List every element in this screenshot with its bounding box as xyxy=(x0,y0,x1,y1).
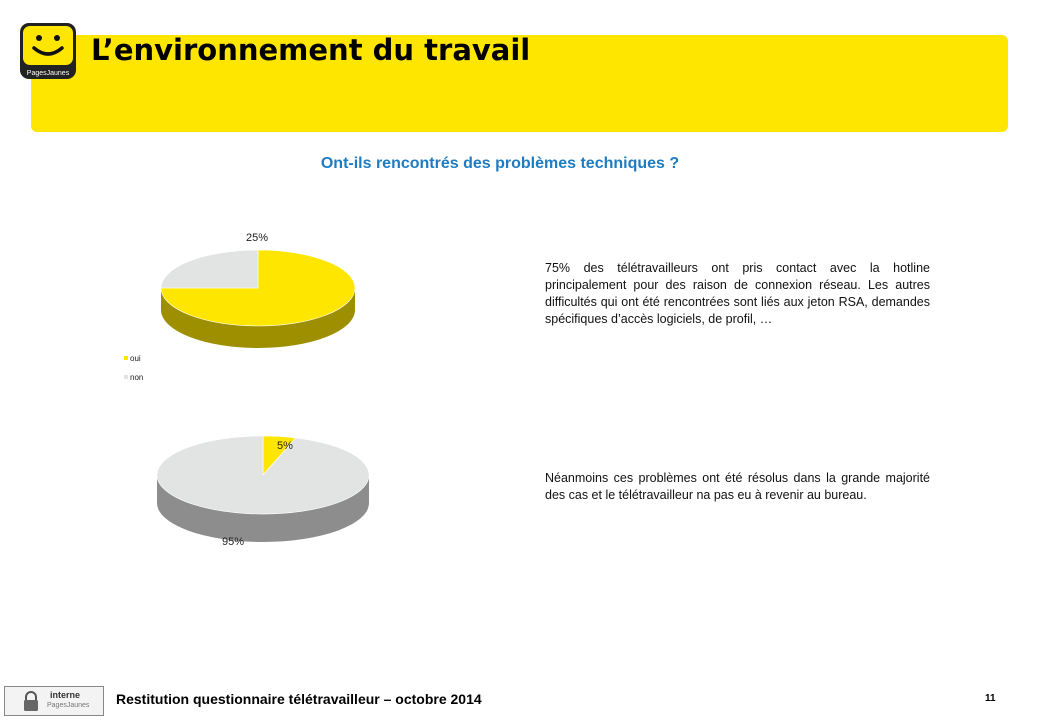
chart-question: Ont-ils rencontrés des problèmes techniq… xyxy=(320,155,680,172)
svg-text:PagesJaunes: PagesJaunes xyxy=(27,70,70,77)
pie-slice-oui xyxy=(160,249,356,327)
data-label-non: 25% xyxy=(246,232,268,244)
header-banner xyxy=(31,35,1008,132)
data-label-oui: 5% xyxy=(277,440,293,452)
resolution-paragraph: Néanmoins ces problèmes ont été résolus … xyxy=(545,471,930,502)
legend-label-non: non xyxy=(130,373,143,382)
pie-side-non xyxy=(157,475,369,542)
pie-chart-resolution: 5% 95% xyxy=(156,435,370,548)
page-title: L’environnement du travail xyxy=(91,33,531,67)
badge-label: interne xyxy=(50,690,81,700)
pagesjaunes-logo: PagesJaunes xyxy=(20,23,76,79)
badge-brand: PagesJaunes xyxy=(47,702,90,709)
legend-swatch-oui xyxy=(124,356,128,360)
pie-side-oui xyxy=(161,288,355,348)
hotline-paragraph: 75% des télétravailleurs ont pris contac… xyxy=(545,261,930,326)
lock-icon xyxy=(24,691,38,711)
footer-title: Restitution questionnaire télétravailleu… xyxy=(116,691,482,707)
pie-slice-non xyxy=(156,435,370,515)
data-label-non: 95% xyxy=(222,536,244,548)
page-number: 11 xyxy=(985,693,996,704)
legend-swatch-non xyxy=(124,375,128,379)
classification-badge: interne PagesJaunes xyxy=(4,686,104,716)
pie-chart-problems: 25% oui non xyxy=(124,232,356,382)
pie-slice-non xyxy=(160,249,259,289)
legend-label-oui: oui xyxy=(130,354,141,363)
